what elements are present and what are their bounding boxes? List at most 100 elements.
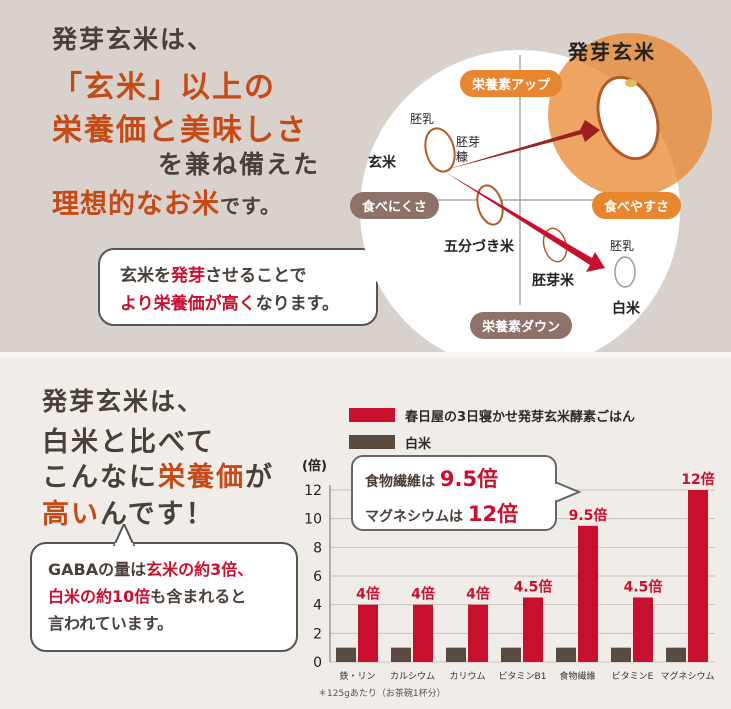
white-rice-grain [614, 256, 636, 288]
bar-hatsuga [578, 525, 598, 662]
x-tick-label: マグネシウム [660, 670, 714, 682]
bubble-text: なります。 [255, 294, 339, 314]
bubble-top-line1: 玄米を発芽させることで [120, 262, 356, 290]
callout-tail [555, 480, 581, 504]
speech-bubble-gaba: GABAの量は玄米の約3倍、 白米の約10倍も含まれると 言われています。 [30, 542, 298, 652]
bar-hakumai [501, 647, 521, 662]
down-pill: 栄養素ダウン [470, 312, 573, 339]
bar-hatsuga [688, 490, 708, 662]
gaba-bubble-tail [112, 524, 136, 546]
bottom-heading-line4: 高いんです！ [42, 492, 215, 531]
haigamai-label: 胚芽米 [532, 273, 574, 289]
bubble-text: GABAの量は [48, 560, 147, 579]
gaba-line3: 言われています。 [48, 614, 174, 633]
legend-item-hatsuga: 春日屋の3日寝かせ発芽玄米酵素ごはん [349, 403, 635, 427]
bubble-text: も含まれると [150, 587, 247, 606]
hakumai-label: 白米 [612, 301, 640, 317]
y-tick-label: 10 [304, 512, 322, 528]
data-label: 4.5倍 [514, 579, 553, 596]
callout-text: マグネシウムは [365, 509, 463, 525]
bar-hatsuga [413, 604, 433, 662]
bottom-heading-line1: 発芽玄米は、 [42, 387, 205, 416]
bubble-text: させることで [205, 266, 307, 286]
heading-highlight: 栄養価 [158, 462, 245, 493]
top-heading-line1: 発芽玄米は、 [52, 25, 215, 54]
top-heading-line3: 栄養価と美味しさ [52, 113, 308, 148]
callout-value: 12倍 [467, 502, 519, 526]
bubble-text: 玄米を [120, 266, 171, 286]
heading-text: んです！ [100, 499, 215, 530]
haiga-label-1: 胚芽 [456, 135, 481, 149]
data-label: 4倍 [466, 586, 490, 603]
data-label: 12倍 [681, 471, 714, 488]
x-tick-label: ビタミンB1 [499, 671, 547, 682]
heading-text: こんなに [42, 462, 158, 493]
callout-line1: 食物繊維は 9.5倍 [365, 463, 543, 498]
diagram-svg [360, 33, 712, 370]
haiga-label-2: 糠 [456, 150, 469, 164]
bar-hakumai [611, 647, 631, 662]
bar-hakumai [446, 647, 466, 662]
up-pill: 栄養素アップ [460, 70, 563, 97]
bubble-highlight: 玄米の約3倍、 [146, 560, 254, 579]
heading-highlight: 高い [42, 499, 100, 530]
y-tick-label: 0 [313, 655, 322, 671]
bar-hakumai [666, 647, 686, 662]
x-tick-label: 鉄・リン [339, 670, 375, 682]
x-tick-label: 食物繊維 [559, 670, 595, 682]
data-label: 9.5倍 [569, 507, 608, 524]
y-tick-label: 6 [313, 569, 322, 585]
bar-hatsuga [523, 597, 543, 662]
gaba-line1: GABAの量は玄米の約3倍、 [48, 556, 280, 583]
y-tick-label: 2 [313, 626, 322, 642]
bar-hatsuga [633, 597, 653, 662]
speech-bubble-top: 玄米を発芽させることで より栄養価が高くなります。 [98, 248, 392, 326]
germinated-title: 発芽玄米 [568, 40, 656, 64]
bar-hakumai [336, 647, 356, 662]
legend-swatch-red [349, 408, 395, 422]
data-label: 4.5倍 [624, 579, 663, 596]
up-arrow [445, 120, 600, 170]
gobu-label: 五分づき米 [444, 239, 514, 255]
bar-hakumai [391, 647, 411, 662]
callout-line2: マグネシウムは 12倍 [365, 498, 543, 533]
bottom-heading-line2: 白米と比べて [42, 427, 215, 458]
heading-text: が [245, 462, 274, 493]
legend-label: 春日屋の3日寝かせ発芽玄米酵素ごはん [405, 409, 636, 425]
gaba-line2: 白米の約10倍も含まれると [48, 583, 280, 610]
bar-hatsuga [358, 604, 378, 662]
easy-pill: 食べやすさ [592, 192, 682, 219]
chart-footnote: ＊125gあたり（お茶碗1杯分） [318, 689, 446, 699]
rice-diagram: 発芽玄米 栄養素アップ 食べにくさ 食べやすさ 栄養素ダウン 胚乳 胚芽 糠 玄… [340, 0, 731, 370]
top-heading-line4: を兼ね備えた [158, 150, 321, 179]
top-heading-line2: 「玄米」以上の [52, 70, 276, 105]
bubble-highlight: より栄養価が高く [120, 294, 256, 314]
germinated-rice-grain [596, 75, 660, 161]
hard-pill: 食べにくさ [350, 192, 439, 219]
x-tick-label: ビタミンE [612, 671, 654, 682]
chart-legend: 春日屋の3日寝かせ発芽玄米酵素ごはん 白米 [349, 403, 635, 457]
x-tick-label: カリウム [449, 671, 485, 682]
callout-value: 9.5倍 [439, 467, 499, 491]
ideal-rice-text: 理想的なお米 [52, 189, 220, 220]
down-arrow [445, 172, 605, 272]
desu-text: です。 [220, 194, 281, 218]
divider [0, 352, 731, 358]
haijyu-label-2: 胚乳 [610, 239, 635, 253]
legend-item-hakumai: 白米 [349, 430, 635, 454]
x-tick-label: カルシウム [390, 671, 435, 682]
y-tick-label: 8 [313, 540, 322, 556]
haijyu-label-1: 胚乳 [410, 112, 435, 126]
chart-callout: 食物繊維は 9.5倍 マグネシウムは 12倍 [351, 455, 557, 531]
y-tick-label: 12 [304, 483, 322, 499]
y-axis-unit: (倍) [302, 458, 327, 474]
data-label: 4倍 [411, 586, 435, 603]
top-heading-line5: 理想的なお米です。 [52, 182, 281, 221]
callout-text: 食物繊維は [365, 474, 435, 490]
y-tick-label: 4 [313, 598, 322, 614]
bubble-highlight: 発芽 [171, 266, 205, 286]
bubble-top-line2: より栄養価が高くなります。 [120, 290, 356, 318]
genmai-label: 玄米 [368, 155, 396, 171]
sprout [625, 79, 637, 87]
